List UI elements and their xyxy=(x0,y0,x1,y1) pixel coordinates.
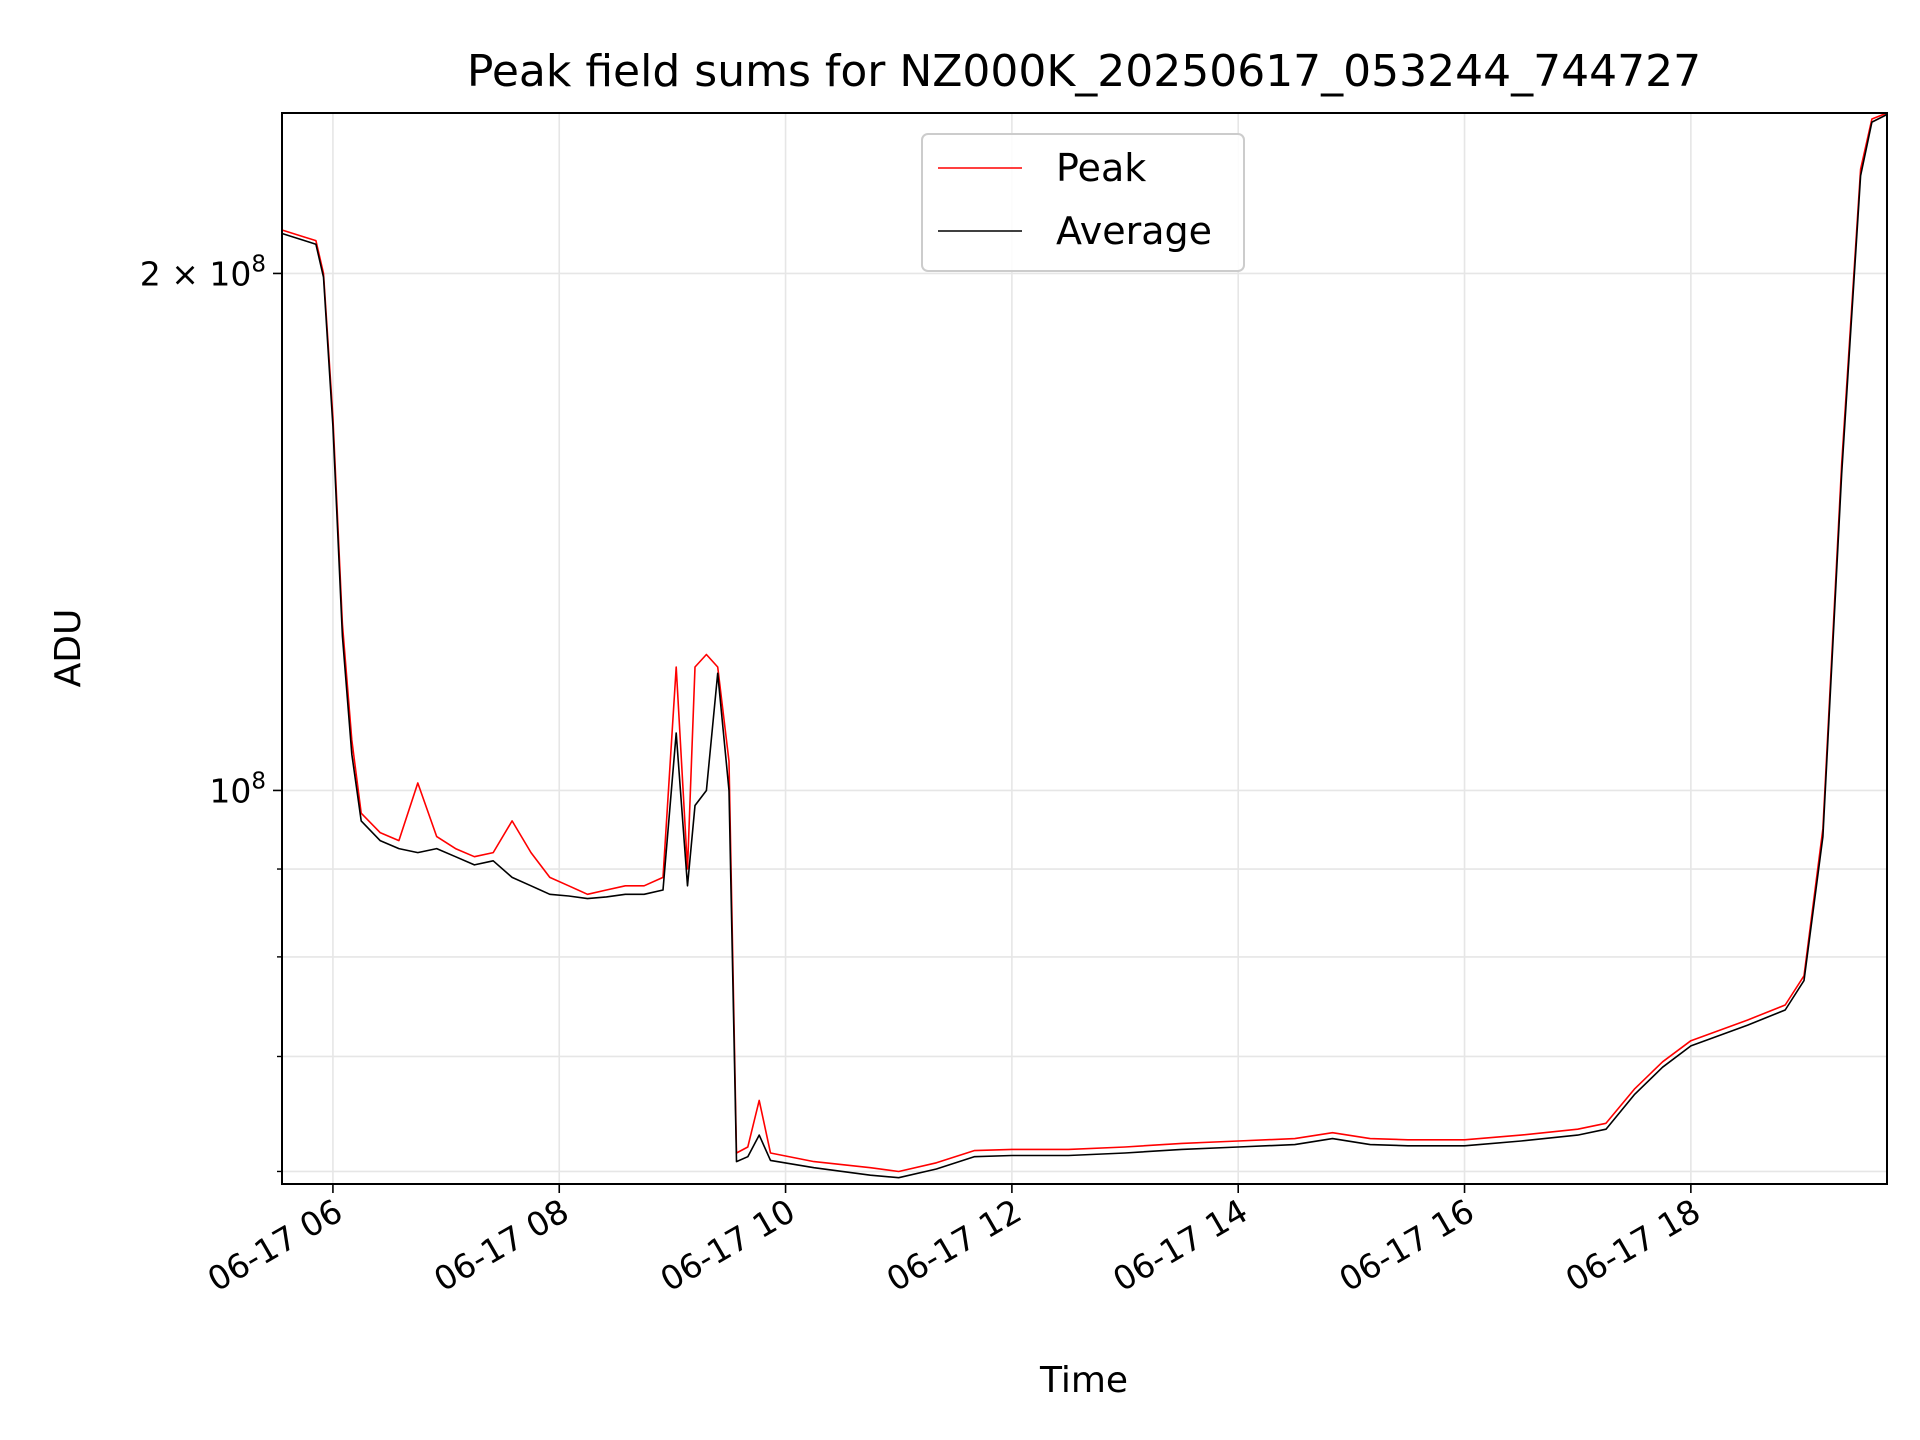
legend-label-peak: Peak xyxy=(1056,146,1146,190)
y-tick-label: 108 xyxy=(209,768,266,810)
legend-label-average: Average xyxy=(1056,209,1212,253)
plot-frame xyxy=(281,112,1888,1185)
x-axis-label: Time xyxy=(1039,1360,1128,1401)
y-tick-label: 2 × 108 xyxy=(140,251,266,293)
y-axis-ticks: 108 2 × 108 xyxy=(140,251,282,1173)
y-axis-label: ADU xyxy=(48,609,89,688)
legend: Peak Average xyxy=(921,133,1245,272)
grid xyxy=(282,113,1887,1184)
chart-title: Peak field sums for NZ000K_20250617_0532… xyxy=(467,46,1701,97)
series-line-average xyxy=(281,113,1888,1179)
series-layer xyxy=(281,112,1888,1179)
series-line-peak xyxy=(281,112,1888,1173)
